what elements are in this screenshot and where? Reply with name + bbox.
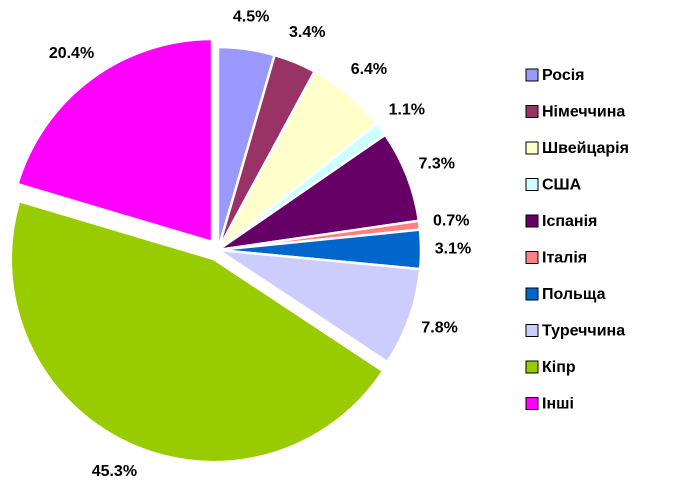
legend-swatch xyxy=(525,287,539,301)
pie-slice xyxy=(9,199,385,464)
legend-label: Швейцарія xyxy=(542,140,629,157)
pie-slice xyxy=(217,248,422,364)
legend-label: Кіпр xyxy=(542,359,576,376)
legend-swatch xyxy=(525,360,539,374)
data-label: 20.4% xyxy=(49,45,94,62)
legend-swatch xyxy=(525,251,539,264)
data-label: 6.4% xyxy=(351,61,387,78)
legend-swatch xyxy=(525,214,539,228)
legend-swatch xyxy=(525,324,539,337)
legend-swatch xyxy=(525,68,539,82)
data-label: 0.7% xyxy=(433,212,469,229)
legend-swatch xyxy=(525,141,539,155)
pie-slice xyxy=(15,37,214,244)
legend-swatch xyxy=(525,105,539,118)
data-label: 7.8% xyxy=(421,319,457,336)
legend-label: Інші xyxy=(542,396,574,413)
data-label: 1.1% xyxy=(389,101,425,118)
data-label: 3.1% xyxy=(435,240,471,257)
data-label: 45.3% xyxy=(92,463,137,480)
legend-label: Іспанія xyxy=(542,213,597,230)
data-label: 3.4% xyxy=(289,24,325,41)
legend-label: Туреччина xyxy=(542,323,625,340)
legend-label: Польща xyxy=(542,286,606,303)
data-label: 4.5% xyxy=(233,9,269,26)
legend-label: Німеччина xyxy=(542,104,625,121)
legend-swatch xyxy=(525,178,539,191)
legend-swatch xyxy=(525,397,539,410)
legend-label: Італія xyxy=(542,250,587,267)
data-label: 7.3% xyxy=(419,155,455,172)
legend-label: США xyxy=(542,177,582,194)
legend-label: Росія xyxy=(542,67,585,84)
